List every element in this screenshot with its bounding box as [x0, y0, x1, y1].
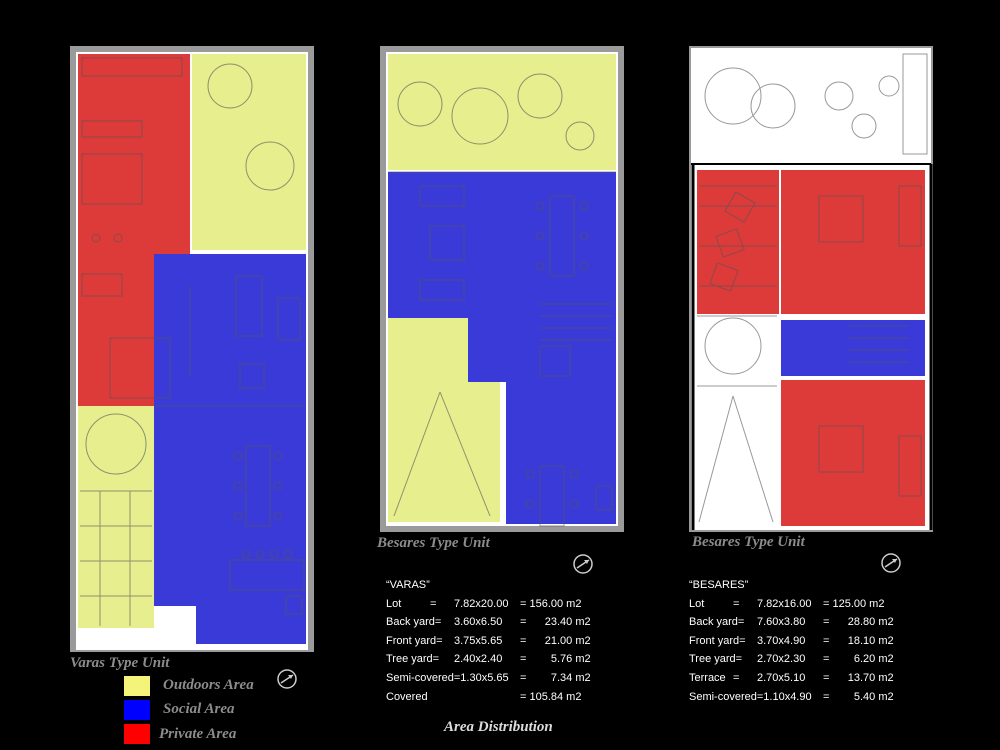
row-area: = 125.00 m2 — [823, 597, 885, 610]
row-dims: 2.70x5.10 — [757, 671, 806, 684]
table-title: “BESARES” — [689, 579, 749, 591]
outdoor-zone — [388, 54, 616, 170]
row-dims: 3.60x6.50 — [454, 616, 503, 629]
row-area: = 13.70 m2 — [823, 671, 894, 684]
outdoor-zone — [78, 406, 154, 628]
unit-caption: Varas Type Unit — [70, 655, 170, 671]
private-zone — [781, 380, 925, 526]
area-distribution-title: Area Distribution — [444, 719, 553, 735]
row-label: Tree yard= — [386, 653, 440, 666]
table-row: Lot = 7.82x20.00 = 156.00 m2 — [386, 595, 596, 614]
table-row: Back yard= 7.60x3.80 = 28.80 m2 — [689, 613, 909, 632]
row-label: Semi-covered=1.30x5.65 — [386, 671, 509, 684]
outdoor-zone — [192, 54, 306, 250]
table-row: Lot = 7.82x16.00 = 125.00 m2 — [689, 595, 909, 614]
row-label: Front yard= — [386, 634, 443, 647]
row-area: = 28.80 m2 — [823, 616, 894, 629]
north-arrow-icon — [277, 669, 297, 689]
row-area: = 156.00 m2 — [520, 597, 582, 610]
unit-caption: Besares Type Unit — [692, 534, 805, 550]
north-arrow-icon — [573, 554, 593, 574]
legend-swatch-social — [124, 700, 150, 720]
social-zone — [154, 254, 306, 644]
row-area: = 23.40 m2 — [520, 616, 591, 629]
row-dims: 7.60x3.80 — [757, 616, 806, 629]
private-zone — [697, 170, 779, 314]
row-label: Terrace — [689, 671, 726, 684]
legend-swatch-outdoors — [124, 676, 150, 696]
row-label: Lot — [689, 597, 705, 610]
table-row: Semi-covered=1.10x4.90 = 5.40 m2 — [689, 688, 909, 707]
row-area: = 6.20 m2 — [823, 653, 894, 666]
row-eq: = — [733, 597, 740, 610]
table-row: Front yard= 3.75x5.65 = 21.00 m2 — [386, 632, 596, 651]
row-dims: 7.82x20.00 — [454, 597, 509, 610]
row-eq: = — [430, 597, 437, 610]
besares-plan-right — [689, 46, 933, 532]
row-area: = 5.76 m2 — [520, 653, 591, 666]
row-label: Covered — [386, 690, 428, 703]
row-eq: = — [733, 671, 740, 684]
row-label: Semi-covered=1.10x4.90 — [689, 690, 812, 703]
row-label: Back yard= — [386, 616, 442, 629]
social-zone — [781, 320, 925, 376]
table-title: “VARAS” — [386, 579, 430, 591]
table-row: Front yard= 3.70x4.90 = 18.10 m2 — [689, 632, 909, 651]
legend-label-outdoors: Outdoors Area — [163, 677, 254, 693]
row-label: Front yard= — [689, 634, 746, 647]
row-area: = 105.84 m2 — [520, 690, 582, 703]
row-label: Back yard= — [689, 616, 745, 629]
row-dims: 3.70x4.90 — [757, 634, 806, 647]
unit-caption: Besares Type Unit — [377, 535, 490, 551]
row-area: = 18.10 m2 — [823, 634, 894, 647]
row-dims: 2.40x2.40 — [454, 653, 503, 666]
table-row: Covered = 105.84 m2 — [386, 688, 596, 707]
row-dims: 3.75x5.65 — [454, 634, 503, 647]
row-area: = 5.40 m2 — [823, 690, 894, 703]
row-label: Lot — [386, 597, 402, 610]
table-row: Tree yard= 2.40x2.40 = 5.76 m2 — [386, 650, 596, 669]
row-dims: 2.70x2.30 — [757, 653, 806, 666]
row-area: = 21.00 m2 — [520, 634, 591, 647]
table-row: Tree yard= 2.70x2.30 = 6.20 m2 — [689, 650, 909, 669]
row-area: = 7.34 m2 — [520, 671, 591, 684]
row-label: Tree yard= — [689, 653, 743, 666]
besares-area-table: “BESARES” Lot = 7.82x16.00 = 125.00 m2 B… — [689, 576, 909, 706]
legend-label-private: Private Area — [159, 726, 237, 742]
table-row: Terrace = 2.70x5.10 = 13.70 m2 — [689, 669, 909, 688]
row-dims: 7.82x16.00 — [757, 597, 812, 610]
varas-plan — [70, 46, 314, 652]
legend-label-social: Social Area — [163, 701, 235, 717]
north-arrow-icon — [881, 553, 901, 573]
table-row: Semi-covered=1.30x5.65 = 7.34 m2 — [386, 669, 596, 688]
table-row: Back yard= 3.60x6.50 = 23.40 m2 — [386, 613, 596, 632]
varas-area-table: “VARAS” Lot = 7.82x20.00 = 156.00 m2 Bac… — [386, 576, 596, 706]
legend-swatch-private — [124, 724, 150, 744]
besares-plan-center — [380, 46, 624, 532]
